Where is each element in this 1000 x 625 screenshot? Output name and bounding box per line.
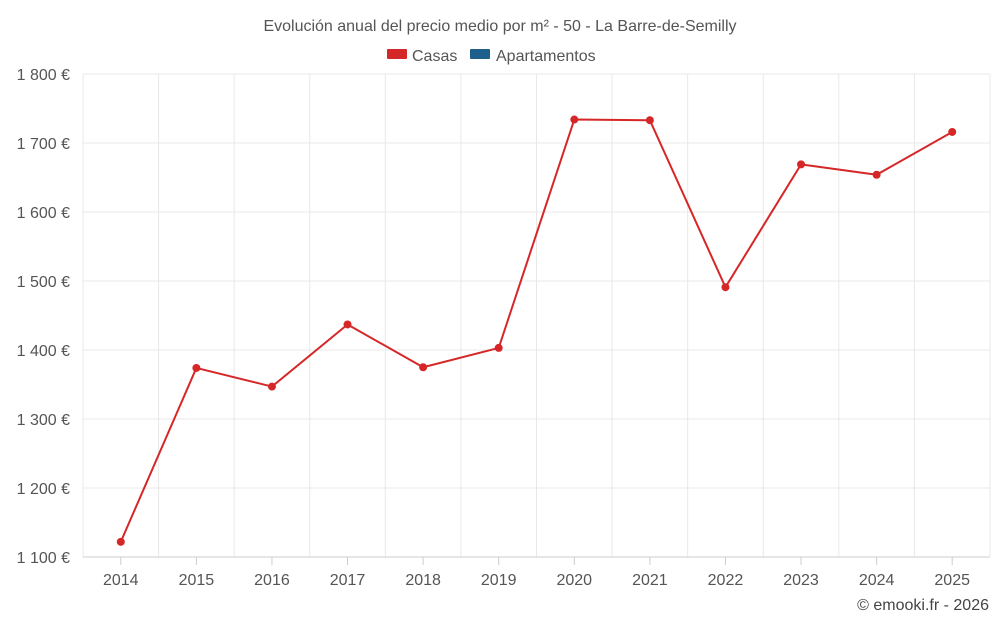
- x-axis-ticks: 2014 2015 2016 2017 2018 2019 2020 2021 2022 2023…: [103, 572, 970, 589]
- x-tick-label: 2017: [330, 572, 366, 589]
- y-tick-label: 1 200 €: [17, 481, 70, 498]
- series-casas: [116, 115, 957, 546]
- x-tick-label: 2021: [632, 572, 668, 589]
- x-tick-label: 2025: [934, 572, 970, 589]
- data-point[interactable]: [645, 116, 654, 125]
- legend-label-apartamentos: Apartamentos: [496, 48, 596, 65]
- series-line: [119, 118, 953, 543]
- credit-text: © emooki.fr - 2026: [857, 597, 989, 614]
- y-tick-label: 1 400 €: [17, 343, 70, 360]
- legend: Casas Apartamentos: [387, 48, 596, 65]
- y-tick-label: 1 500 €: [17, 274, 70, 291]
- legend-swatch-apartamentos: [470, 49, 490, 59]
- y-tick-label: 1 300 €: [17, 412, 70, 429]
- chart-title: Evolución anual del precio medio por m² …: [263, 18, 736, 35]
- gridlines: [82, 73, 991, 557]
- y-axis-ticks: 1 100 € 1 200 € 1 300 € 1 400 € 1 500 € 1 600…: [17, 67, 70, 567]
- legend-item-apartamentos[interactable]: Apartamentos: [470, 48, 596, 65]
- x-tick-label: 2020: [556, 572, 592, 589]
- x-tick-label: 2014: [103, 572, 139, 589]
- x-tick-label: 2022: [708, 572, 744, 589]
- x-tick-label: 2018: [405, 572, 441, 589]
- data-point[interactable]: [872, 170, 881, 179]
- data-point[interactable]: [192, 363, 201, 372]
- legend-label-casas: Casas: [412, 48, 457, 65]
- x-tick-label: 2015: [179, 572, 215, 589]
- data-point[interactable]: [494, 343, 503, 352]
- legend-item-casas[interactable]: Casas: [387, 48, 457, 65]
- data-point[interactable]: [570, 115, 579, 124]
- y-tick-label: 1 800 €: [17, 67, 70, 84]
- data-point[interactable]: [116, 537, 125, 546]
- data-point[interactable]: [419, 363, 428, 372]
- x-tick-label: 2023: [783, 572, 819, 589]
- y-tick-label: 1 600 €: [17, 205, 70, 222]
- x-tick-label: 2024: [859, 572, 895, 589]
- data-point[interactable]: [721, 283, 730, 292]
- data-point[interactable]: [948, 127, 957, 136]
- y-tick-label: 1 700 €: [17, 136, 70, 153]
- data-point[interactable]: [797, 160, 806, 169]
- x-tick-label: 2019: [481, 572, 517, 589]
- x-tick-label: 2016: [254, 572, 290, 589]
- data-point[interactable]: [343, 320, 352, 329]
- y-tick-label: 1 100 €: [17, 550, 70, 567]
- axes: [83, 556, 990, 565]
- data-point[interactable]: [267, 382, 276, 391]
- legend-swatch-casas: [387, 49, 407, 59]
